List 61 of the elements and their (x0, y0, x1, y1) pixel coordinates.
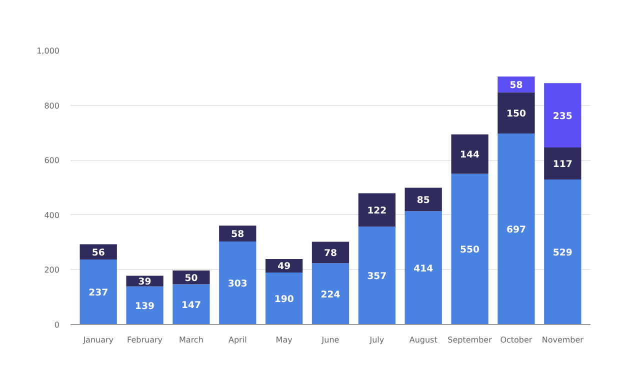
y-tick-label: 400 (44, 210, 60, 220)
x-tick-label: February (127, 336, 163, 344)
x-tick-label: July (368, 336, 384, 344)
bar (544, 180, 582, 324)
data-label: 224 (320, 289, 341, 300)
bar (266, 272, 303, 324)
data-label: 122 (367, 205, 387, 216)
bar (358, 226, 396, 324)
data-label: 190 (274, 294, 294, 305)
data-label: 150 (506, 108, 526, 120)
data-label: 85 (416, 194, 430, 206)
x-tick-label: April (228, 336, 247, 344)
bar (126, 286, 164, 324)
data-label: 697 (506, 224, 526, 236)
bar (219, 241, 256, 324)
data-label: 49 (278, 261, 291, 272)
data-label: 303 (228, 278, 248, 290)
data-label: 78 (324, 248, 337, 259)
bar (451, 174, 488, 324)
bar (312, 242, 350, 264)
data-label: 237 (88, 288, 108, 299)
bar (80, 244, 117, 260)
x-tick-label: May (276, 336, 293, 344)
bar (498, 76, 535, 92)
x-tick-label: November (542, 336, 584, 344)
data-label: 357 (367, 271, 387, 282)
x-tick-label: June (320, 336, 340, 344)
y-tick-label: 0 (54, 320, 60, 330)
y-tick-label: 800 (44, 101, 60, 110)
bar (498, 134, 535, 324)
y-tick-label: 200 (44, 266, 60, 275)
data-label: 58 (231, 229, 244, 240)
data-label: 39 (138, 276, 152, 288)
data-label: 550 (460, 244, 480, 256)
x-tick-label: January (82, 336, 114, 344)
data-label: 235 (552, 110, 572, 122)
bar (451, 134, 488, 174)
data-label: 144 (460, 150, 480, 161)
bar (404, 211, 442, 324)
bar (404, 188, 442, 212)
bar (172, 284, 210, 324)
data-label: 147 (181, 300, 201, 311)
y-tick-label: 600 (44, 156, 60, 166)
data-label: 56 (92, 247, 105, 258)
x-tick-label: March (179, 336, 204, 344)
bar (80, 260, 117, 324)
y-tick-label: 1,000 (36, 46, 60, 56)
data-label: 50 (184, 272, 198, 284)
data-label: 139 (135, 300, 155, 312)
bar (358, 193, 396, 227)
bar (312, 263, 350, 324)
bar (544, 83, 582, 148)
data-label: 58 (510, 80, 523, 91)
data-label: 117 (552, 159, 572, 170)
x-tick-label: October (500, 336, 533, 344)
data-label: 414 (414, 263, 434, 274)
x-tick-label: September (448, 336, 493, 344)
bar (498, 92, 535, 134)
bar (544, 147, 582, 180)
x-tick-label: August (409, 336, 438, 344)
data-label: 529 (552, 248, 572, 259)
